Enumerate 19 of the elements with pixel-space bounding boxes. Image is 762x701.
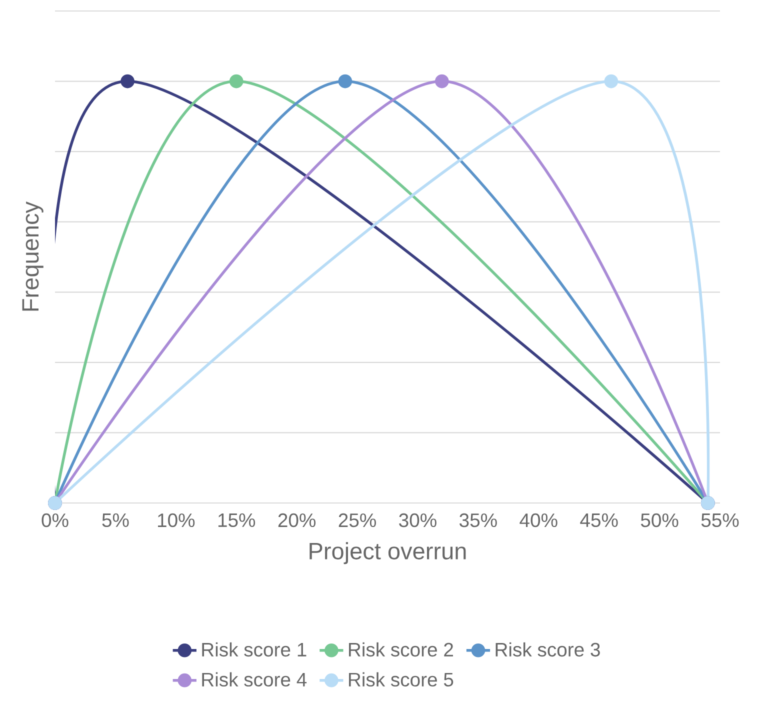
y-axis-title: Frequency bbox=[22, 201, 44, 311]
legend-label: Risk score 1 bbox=[202, 642, 306, 657]
x-tick-label: 10% bbox=[158, 513, 195, 528]
x-tick-label: 30% bbox=[399, 513, 436, 528]
legend-label: Risk score 4 bbox=[202, 672, 307, 687]
x-tick-label: 25% bbox=[338, 513, 376, 528]
x-tick-label: 0% bbox=[42, 513, 68, 528]
x-tick-label: 35% bbox=[460, 513, 497, 528]
legend-label: Risk score 5 bbox=[348, 672, 454, 687]
x-tick-label: 45% bbox=[580, 513, 618, 528]
x-tick-label: 20% bbox=[278, 513, 316, 528]
x-tick-label: 50% bbox=[640, 513, 678, 528]
x-tick-label: 55% bbox=[701, 513, 739, 528]
legend-label: Risk score 2 bbox=[348, 642, 453, 657]
x-tick-label: 15% bbox=[218, 513, 256, 528]
x-tick-label: 40% bbox=[520, 513, 558, 528]
x-axis-title: Project overrun bbox=[310, 542, 466, 564]
x-tick-label: 5% bbox=[102, 513, 129, 528]
legend-label: Risk score 3 bbox=[496, 642, 600, 657]
